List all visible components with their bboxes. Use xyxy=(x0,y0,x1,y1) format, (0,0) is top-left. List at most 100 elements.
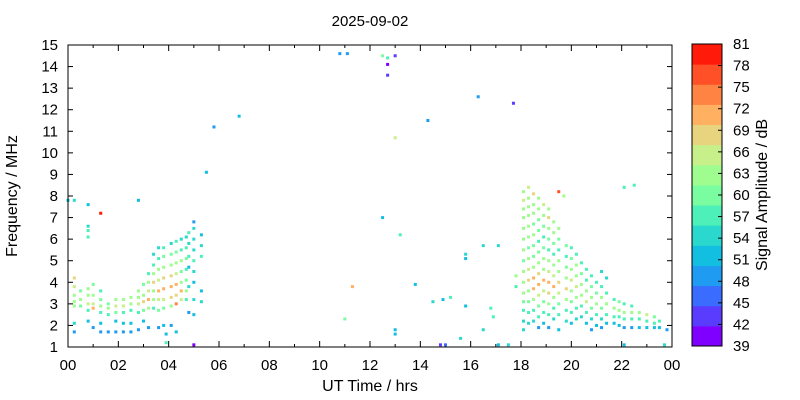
data-point xyxy=(617,315,621,319)
y-tick-label: 11 xyxy=(42,123,58,140)
data-point xyxy=(136,302,140,306)
data-point xyxy=(557,280,561,284)
colorbar-tick-label: 45 xyxy=(733,295,750,312)
data-point xyxy=(542,321,546,325)
data-point xyxy=(589,274,593,278)
data-point xyxy=(114,330,118,334)
data-point xyxy=(169,274,173,278)
data-point xyxy=(72,293,76,297)
data-point xyxy=(584,300,588,304)
data-point xyxy=(192,237,196,241)
data-point xyxy=(174,261,178,265)
data-point xyxy=(552,285,556,289)
data-point xyxy=(574,317,578,321)
data-point xyxy=(179,298,183,302)
data-point xyxy=(532,308,536,312)
x-axis-title: UT Time / hrs xyxy=(322,378,418,395)
data-point xyxy=(569,300,573,304)
data-point xyxy=(192,313,196,317)
data-point xyxy=(542,257,546,261)
data-point xyxy=(589,295,593,299)
data-point xyxy=(522,319,526,323)
x-tick-label: 20 xyxy=(563,357,580,374)
data-point xyxy=(557,291,561,295)
data-point xyxy=(136,198,140,202)
data-point xyxy=(552,241,556,245)
data-point xyxy=(174,330,178,334)
data-point xyxy=(557,270,561,273)
data-point xyxy=(184,278,188,282)
data-point xyxy=(393,136,397,140)
data-point xyxy=(552,306,556,310)
data-point xyxy=(617,323,621,327)
data-point xyxy=(542,267,546,271)
data-point xyxy=(595,280,598,284)
data-point xyxy=(162,246,166,250)
tick-marks xyxy=(67,44,673,348)
data-point xyxy=(91,282,95,286)
data-point xyxy=(589,306,593,310)
data-point xyxy=(142,300,145,304)
data-point xyxy=(527,310,531,314)
data-point xyxy=(537,239,541,243)
data-point xyxy=(99,211,103,215)
data-point xyxy=(491,315,495,319)
data-point xyxy=(600,326,604,330)
x-tick-label: 22 xyxy=(613,357,630,374)
data-point xyxy=(86,224,90,228)
data-point xyxy=(192,220,196,224)
data-point xyxy=(547,216,551,220)
data-point xyxy=(574,295,578,299)
data-point xyxy=(542,278,546,282)
y-tick-label: 14 xyxy=(41,59,58,76)
data-point xyxy=(162,265,166,269)
data-point xyxy=(72,276,76,280)
data-point xyxy=(192,270,196,273)
data-point xyxy=(584,321,588,325)
data-point xyxy=(99,289,103,293)
data-point xyxy=(142,319,145,323)
data-point xyxy=(605,313,609,317)
data-point xyxy=(630,317,634,321)
colorbar-tick-label: 63 xyxy=(733,165,750,182)
data-point xyxy=(657,319,661,323)
data-point xyxy=(199,300,203,304)
data-point xyxy=(522,216,526,220)
data-point xyxy=(584,289,588,293)
data-point xyxy=(579,293,583,297)
data-point xyxy=(532,319,536,323)
data-point xyxy=(381,216,385,220)
data-point xyxy=(569,267,573,271)
data-point xyxy=(187,254,191,258)
data-point xyxy=(152,289,156,293)
data-point xyxy=(106,330,110,334)
data-point xyxy=(99,310,103,314)
data-point xyxy=(99,304,103,308)
data-point xyxy=(542,289,546,293)
data-point xyxy=(343,317,347,321)
data-point xyxy=(179,270,183,273)
data-point xyxy=(184,235,188,239)
data-point xyxy=(464,257,468,261)
data-point xyxy=(192,343,196,347)
data-point xyxy=(542,203,546,207)
data-point xyxy=(542,246,546,250)
data-point xyxy=(129,321,133,325)
data-point xyxy=(622,326,626,330)
data-point xyxy=(532,211,536,215)
data-point xyxy=(537,282,541,286)
data-point xyxy=(199,254,203,258)
data-point xyxy=(522,190,526,194)
data-point xyxy=(179,248,183,252)
data-point xyxy=(600,270,604,273)
y-tick-label: 7 xyxy=(50,210,58,227)
data-point xyxy=(162,298,166,302)
data-point xyxy=(557,237,561,241)
colorbar-segment xyxy=(692,245,722,266)
data-point xyxy=(152,263,156,267)
data-point xyxy=(622,317,626,321)
data-point xyxy=(187,231,191,235)
data-point xyxy=(114,298,118,302)
data-point xyxy=(579,282,583,286)
